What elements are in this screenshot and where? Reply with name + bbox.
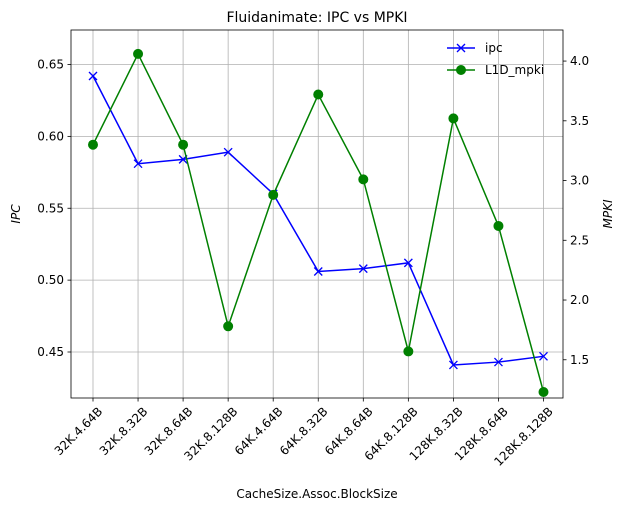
legend-marker	[456, 65, 466, 75]
data-point	[538, 387, 549, 398]
data-point	[268, 189, 279, 200]
legend-label: L1D_mpki	[485, 63, 544, 77]
left-y-tick-label: 0.60	[37, 129, 64, 143]
right-y-tick-label: 3.5	[570, 114, 589, 128]
data-point	[178, 139, 189, 150]
legend: ipc L1D_mpki	[447, 41, 544, 77]
data-point	[403, 346, 414, 357]
right-y-tick-label: 3.0	[570, 174, 589, 188]
data-point	[403, 258, 413, 268]
x-axis-label: CacheSize.Assoc.BlockSize	[236, 487, 397, 501]
data-point	[88, 139, 98, 150]
data-point	[313, 267, 323, 276]
left-y-tick-label: 0.65	[37, 58, 64, 72]
data-point	[539, 351, 548, 361]
data-point	[223, 321, 234, 332]
data-point	[223, 147, 233, 157]
data-point	[448, 360, 458, 370]
data-point	[88, 71, 98, 81]
right-y-tick-label: 1.5	[570, 353, 589, 367]
grid-layer	[71, 30, 563, 398]
data-point	[358, 174, 369, 185]
data-point	[133, 48, 144, 59]
data-point	[448, 113, 459, 124]
chart-title: Fluidanimate: IPC vs MPKI	[226, 10, 407, 26]
series-l1d-mpki	[88, 48, 549, 398]
data-point	[493, 357, 503, 367]
legend-marker	[456, 43, 466, 53]
left-y-tick-label: 0.55	[37, 201, 64, 215]
right-axis-label: MPKI	[601, 199, 615, 228]
right-y-tick-label: 2.0	[570, 293, 589, 307]
legend-entry: L1D_mpki	[447, 63, 544, 77]
plot-frame	[70, 29, 564, 399]
data-point	[313, 89, 324, 100]
right-y-tick-label: 4.0	[570, 54, 589, 68]
legend-entry: ipc	[447, 41, 503, 55]
left-y-tick-label: 0.45	[37, 345, 64, 359]
data-point	[133, 159, 143, 169]
data-point	[358, 264, 368, 274]
series-layer	[88, 48, 549, 398]
right-y-tick-label: 2.5	[570, 233, 589, 247]
legend-label: ipc	[485, 41, 503, 55]
left-axis-label: IPC	[9, 204, 23, 224]
data-point	[493, 220, 504, 231]
left-y-tick-label: 0.50	[37, 273, 64, 287]
